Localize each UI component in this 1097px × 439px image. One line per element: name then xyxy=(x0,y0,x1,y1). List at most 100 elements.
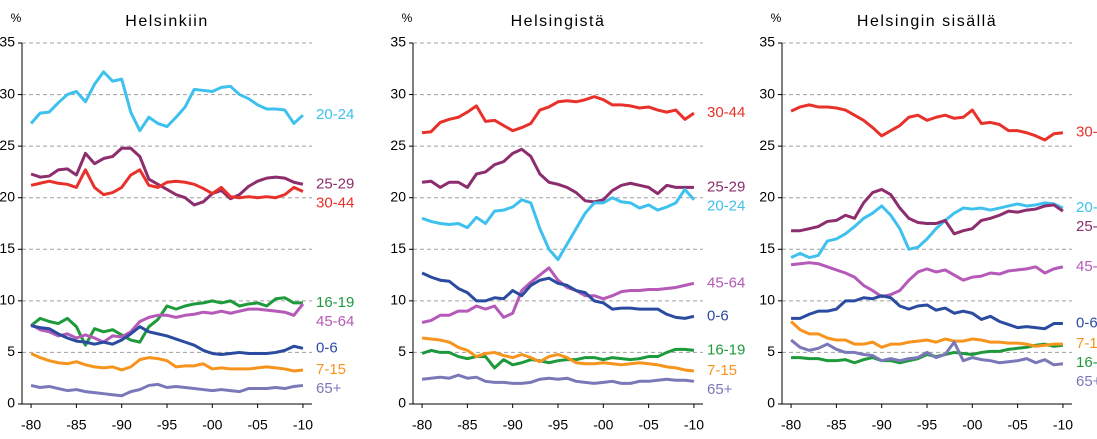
y-tick-label: 10 xyxy=(390,292,406,308)
series-label: 20-24 xyxy=(707,197,745,214)
x-tick-label: -85 xyxy=(457,417,477,433)
x-tick-label: -05 xyxy=(248,417,268,433)
series-label: 7-15 xyxy=(316,361,346,378)
x-tick-label: -05 xyxy=(1008,417,1028,433)
series-line xyxy=(421,373,695,385)
x-tick-label: -90 xyxy=(872,417,892,433)
series-label: 16-19 xyxy=(707,341,745,358)
x-tick-label: -95 xyxy=(917,417,937,433)
series-label: 0-6 xyxy=(707,307,729,324)
series-label: 45-64 xyxy=(1076,258,1097,275)
series-label: 7-15 xyxy=(1076,335,1097,352)
series-label: 7-15 xyxy=(707,362,737,379)
y-tick-label: 30 xyxy=(0,85,15,101)
series-label: 30-44 xyxy=(707,104,745,121)
x-tick-label: -95 xyxy=(548,417,568,433)
series-line xyxy=(421,336,695,373)
series-line xyxy=(421,95,695,135)
x-tick-label: -85 xyxy=(826,417,846,433)
y-tick-label: 25 xyxy=(0,137,15,153)
y-axis-label: % xyxy=(11,11,22,25)
x-tick-label: -90 xyxy=(503,417,523,433)
y-tick-label: 25 xyxy=(759,137,775,153)
series-line xyxy=(30,296,303,347)
series-line xyxy=(421,147,694,204)
y-tick-label: 30 xyxy=(390,85,406,101)
series-label: 30-44 xyxy=(316,194,354,211)
series-line xyxy=(791,294,1063,331)
y-tick-label: 35 xyxy=(759,34,775,50)
x-tick-label: -80 xyxy=(412,417,432,433)
x-tick-label: -10 xyxy=(1053,417,1073,433)
y-tick-label: 15 xyxy=(0,240,15,256)
series-label: 45-64 xyxy=(316,313,354,330)
x-tick-label: -10 xyxy=(293,417,313,433)
y-tick-label: 5 xyxy=(767,343,775,359)
series-label: 65+ xyxy=(707,381,733,398)
series-line xyxy=(30,324,304,356)
series-line xyxy=(790,201,1064,260)
y-axis-label: % xyxy=(771,11,782,25)
series-line xyxy=(791,187,1064,236)
y-tick-label: 0 xyxy=(398,395,406,411)
series-line xyxy=(791,342,1064,365)
x-tick-label: -80 xyxy=(781,417,801,433)
series-line xyxy=(421,271,695,320)
y-tick-label: 0 xyxy=(767,395,775,411)
series-label: 20-24 xyxy=(1076,199,1097,216)
series-label: 25-29 xyxy=(316,175,354,192)
y-tick-label: 35 xyxy=(390,34,406,50)
series-label: 65+ xyxy=(316,380,342,397)
series-label: 65+ xyxy=(1076,373,1097,390)
series-line xyxy=(29,70,304,133)
x-tick-label: -80 xyxy=(21,417,41,433)
y-tick-label: 25 xyxy=(390,137,406,153)
x-tick-label: -10 xyxy=(684,417,704,433)
series-label: 25-29 xyxy=(707,178,745,195)
x-tick-label: -85 xyxy=(66,417,86,433)
x-tick-label: -00 xyxy=(962,417,982,433)
y-tick-label: 20 xyxy=(759,188,775,204)
series-line xyxy=(421,347,695,370)
series-label: 0-6 xyxy=(316,339,338,356)
series-label: 30-44 xyxy=(1076,124,1097,141)
series-label: 20-24 xyxy=(316,106,354,123)
series-line xyxy=(790,338,1064,367)
chart-title: Helsinkiin xyxy=(125,13,208,30)
y-tick-label: 0 xyxy=(7,395,15,411)
series-line xyxy=(421,187,696,262)
y-tick-label: 10 xyxy=(759,292,775,308)
y-tick-label: 20 xyxy=(390,188,406,204)
y-tick-label: 20 xyxy=(0,188,15,204)
y-tick-label: 5 xyxy=(7,343,15,359)
y-axis-label: % xyxy=(402,11,413,25)
series-line xyxy=(790,261,1064,299)
series-label: 16-19 xyxy=(1076,354,1097,371)
y-tick-label: 5 xyxy=(398,343,406,359)
series-label: 45-64 xyxy=(707,274,745,291)
series-line xyxy=(30,303,305,344)
y-tick-label: 15 xyxy=(759,240,775,256)
x-tick-label: -00 xyxy=(202,417,222,433)
series-label: 25-29 xyxy=(1076,218,1097,235)
series-line xyxy=(30,146,304,207)
y-tick-label: 10 xyxy=(0,292,15,308)
x-tick-label: -95 xyxy=(157,417,177,433)
series-label: 16-19 xyxy=(316,294,354,311)
series-line xyxy=(30,382,304,398)
series-line xyxy=(790,320,1063,349)
chart-title: Helsingin sisällä xyxy=(857,13,997,30)
y-tick-label: 35 xyxy=(0,34,15,50)
series-line xyxy=(790,103,1064,142)
series-line xyxy=(30,168,304,200)
series-label: 0-6 xyxy=(1076,315,1097,332)
x-tick-label: -90 xyxy=(112,417,132,433)
y-tick-label: 30 xyxy=(759,85,775,101)
y-tick-label: 15 xyxy=(390,240,406,256)
chart-title: Helsingistä xyxy=(511,13,606,30)
series-line xyxy=(421,266,695,324)
series-line xyxy=(30,352,304,373)
x-tick-label: -05 xyxy=(639,417,659,433)
x-tick-label: -00 xyxy=(593,417,613,433)
